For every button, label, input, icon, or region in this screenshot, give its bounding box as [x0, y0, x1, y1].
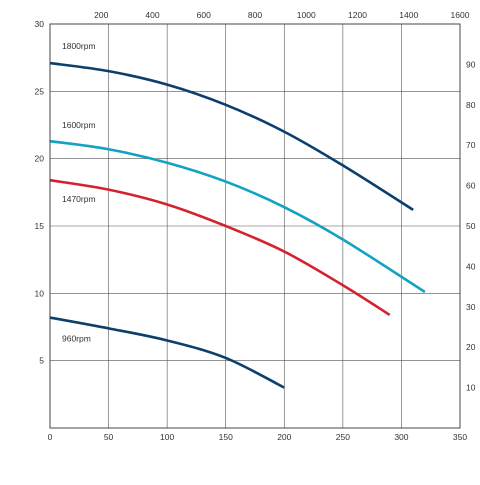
x-bottom-tick-label: 0 [48, 432, 53, 442]
x-top-tick-label: 800 [248, 10, 262, 20]
y-left-tick-label: 20 [35, 154, 45, 164]
y-left-tick-label: 5 [39, 356, 44, 366]
y-right-tick-label: 80 [466, 100, 476, 110]
y-left-tick-label: 25 [35, 86, 45, 96]
x-top-tick-label: 400 [145, 10, 159, 20]
y-right-tick-label: 30 [466, 302, 476, 312]
x-bottom-tick-label: 350 [453, 432, 467, 442]
y-right-tick-label: 50 [466, 221, 476, 231]
y-left-tick-label: 15 [35, 221, 45, 231]
x-top-tick-label: 1200 [348, 10, 367, 20]
y-right-tick-label: 90 [466, 59, 476, 69]
series-line-1600rpm [49, 139, 426, 294]
x-top-tick-label: 1000 [297, 10, 316, 20]
series-label-1470rpm: 1470rpm [62, 194, 96, 204]
x-top-tick-label: 1400 [399, 10, 418, 20]
x-bottom-tick-label: 100 [160, 432, 174, 442]
x-top-tick-label: 600 [197, 10, 211, 20]
series-line-960rpm [49, 316, 285, 389]
x-bottom-tick-label: 150 [219, 432, 233, 442]
plot-frame [49, 23, 461, 429]
series-line-1800rpm [49, 61, 414, 211]
x-top-tick-label: 1600 [451, 10, 470, 20]
x-bottom-tick-label: 300 [394, 432, 408, 442]
series-label-1600rpm: 1600rpm [62, 120, 96, 130]
x-bottom-tick-label: 50 [104, 432, 114, 442]
y-right-tick-label: 70 [466, 140, 476, 150]
y-right-tick-label: 40 [466, 261, 476, 271]
series-label-960rpm: 960rpm [62, 334, 91, 344]
series-label-1800rpm: 1800rpm [62, 41, 96, 51]
x-top-tick-label: 200 [94, 10, 108, 20]
x-bottom-tick-label: 250 [336, 432, 350, 442]
y-right-tick-label: 20 [466, 342, 476, 352]
y-right-tick-label: 60 [466, 181, 476, 191]
y-left-tick-label: 10 [35, 288, 45, 298]
label-layer: 0 50 100 150 200 250 300 350 200 400 600 800 1000 120… [35, 10, 476, 442]
y-right-tick-label: 10 [466, 383, 476, 393]
grid-layer [50, 24, 460, 428]
y-left-tick-label: 30 [35, 19, 45, 29]
x-bottom-tick-label: 200 [277, 432, 291, 442]
series-layer [49, 61, 426, 389]
series-line-1470rpm [49, 178, 391, 316]
